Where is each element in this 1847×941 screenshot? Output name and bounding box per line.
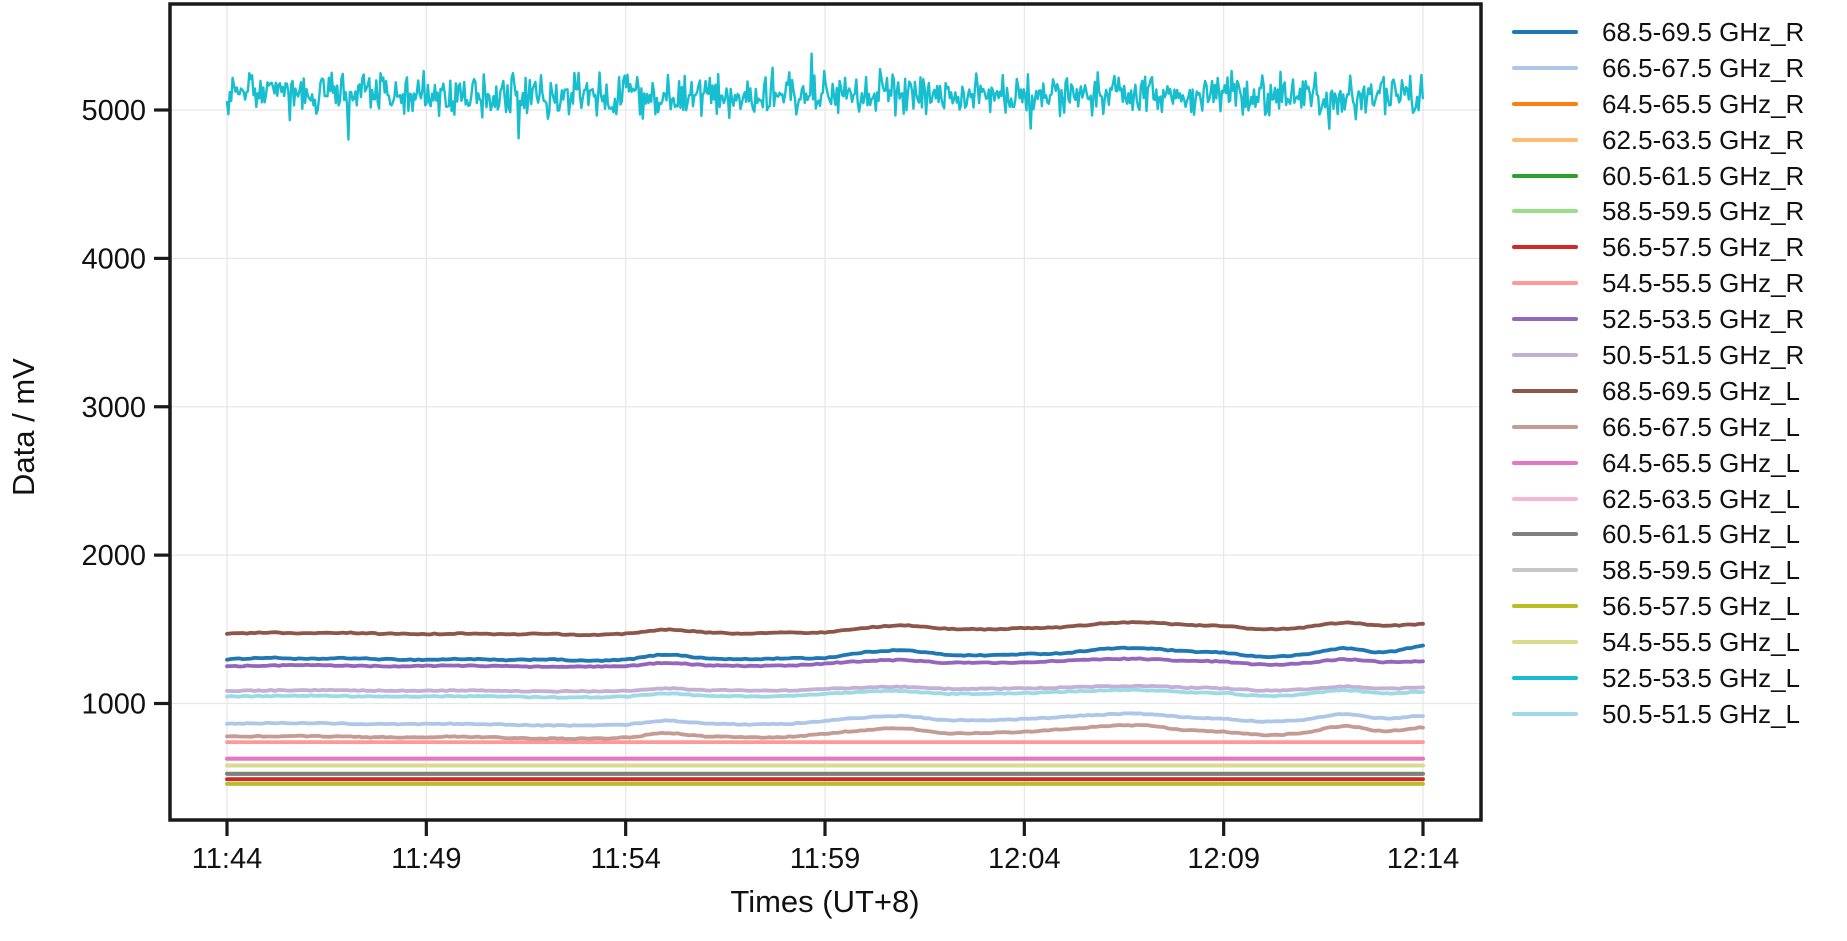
legend-label: 64.5-65.5 GHz_R [1602, 88, 1805, 119]
legend-row: 68.5-69.5 GHz_L [1512, 373, 1847, 409]
legend-row: 58.5-59.5 GHz_R [1512, 193, 1847, 229]
legend-row: 66.5-67.5 GHz_R [1512, 50, 1847, 86]
legend-label: 54.5-55.5 GHz_R [1602, 268, 1805, 299]
series-line-68.5-69.5 GHz_L [225, 620, 1425, 638]
legend-swatch-icon [1512, 496, 1578, 501]
y-tick-label-4000: 4000 [81, 243, 146, 275]
legend-label: 50.5-51.5 GHz_R [1602, 339, 1805, 370]
legend-swatch-icon [1512, 101, 1578, 106]
legend-label: 58.5-59.5 GHz_L [1602, 555, 1801, 586]
legend-label: 60.5-61.5 GHz_R [1602, 160, 1805, 191]
legend-row: 52.5-53.5 GHz_R [1512, 301, 1847, 337]
series-line-52.5-53.5 GHz_L [225, 52, 1424, 141]
y-tick-label-5000: 5000 [81, 95, 146, 127]
legend-row: 66.5-67.5 GHz_L [1512, 409, 1847, 445]
legend-label: 56.5-57.5 GHz_L [1602, 591, 1801, 622]
x-tick-label-11:54: 11:54 [590, 843, 660, 875]
x-tick-label-12:14: 12:14 [1387, 843, 1460, 875]
legend-row: 62.5-63.5 GHz_L [1512, 481, 1847, 517]
legend: 68.5-69.5 GHz_R 66.5-67.5 GHz_R 64.5-65.5 … [1512, 14, 1847, 732]
x-tick-label-11:44: 11:44 [192, 843, 262, 875]
legend-swatch-icon [1512, 29, 1578, 34]
legend-swatch-icon [1512, 604, 1578, 609]
legend-swatch-icon [1512, 281, 1578, 286]
x-axis-label: Times (UT+8) [730, 884, 920, 919]
legend-label: 52.5-53.5 GHz_L [1602, 662, 1801, 693]
legend-label: 60.5-61.5 GHz_L [1602, 519, 1801, 550]
series-line-66.5-67.5 GHz_L [225, 723, 1425, 742]
series-line-50.5-51.5 GHz_L [225, 687, 1425, 700]
legend-label: 68.5-69.5 GHz_L [1602, 375, 1801, 406]
legend-swatch-icon [1512, 532, 1578, 537]
legend-swatch-icon [1512, 675, 1578, 680]
legend-row: 64.5-65.5 GHz_R [1512, 86, 1847, 122]
legend-swatch-icon [1512, 568, 1578, 573]
legend-swatch-icon [1512, 173, 1578, 178]
legend-row: 64.5-65.5 GHz_L [1512, 445, 1847, 481]
y-tick-label-3000: 3000 [81, 392, 146, 424]
legend-row: 60.5-61.5 GHz_R [1512, 158, 1847, 194]
series-line-52.5-53.5 GHz_R [225, 656, 1425, 669]
legend-label: 56.5-57.5 GHz_R [1602, 232, 1805, 263]
legend-row: 50.5-51.5 GHz_R [1512, 337, 1847, 373]
legend-label: 50.5-51.5 GHz_L [1602, 698, 1801, 729]
legend-swatch-icon [1512, 65, 1578, 70]
legend-row: 54.5-55.5 GHz_L [1512, 624, 1847, 660]
series-line-68.5-69.5 GHz_R [225, 643, 1425, 663]
x-tick-label-12:04: 12:04 [988, 843, 1061, 875]
legend-swatch-icon [1512, 640, 1578, 645]
x-tick-label-11:49: 11:49 [391, 843, 461, 875]
legend-label: 52.5-53.5 GHz_R [1602, 304, 1805, 335]
legend-swatch-icon [1512, 317, 1578, 322]
legend-row: 54.5-55.5 GHz_R [1512, 265, 1847, 301]
legend-row: 52.5-53.5 GHz_L [1512, 660, 1847, 696]
legend-swatch-icon [1512, 424, 1578, 429]
series-line-66.5-67.5 GHz_R [225, 711, 1425, 728]
legend-label: 66.5-67.5 GHz_R [1602, 52, 1805, 83]
legend-row: 56.5-57.5 GHz_R [1512, 229, 1847, 265]
legend-label: 62.5-63.5 GHz_R [1602, 124, 1805, 155]
y-tick-label-1000: 1000 [81, 689, 146, 721]
legend-row: 60.5-61.5 GHz_L [1512, 516, 1847, 552]
legend-row: 62.5-63.5 GHz_R [1512, 122, 1847, 158]
x-tick-label-11:59: 11:59 [790, 843, 860, 875]
legend-label: 66.5-67.5 GHz_L [1602, 411, 1801, 442]
legend-label: 58.5-59.5 GHz_R [1602, 196, 1805, 227]
legend-label: 54.5-55.5 GHz_L [1602, 627, 1801, 658]
legend-swatch-icon [1512, 245, 1578, 250]
legend-swatch-icon [1512, 388, 1578, 393]
legend-row: 68.5-69.5 GHz_R [1512, 14, 1847, 50]
legend-swatch-icon [1512, 711, 1578, 716]
legend-row: 56.5-57.5 GHz_L [1512, 588, 1847, 624]
x-tick-label-12:09: 12:09 [1187, 843, 1260, 875]
legend-label: 64.5-65.5 GHz_L [1602, 447, 1801, 478]
legend-row: 50.5-51.5 GHz_L [1512, 696, 1847, 732]
y-axis-label: Data / mV [6, 358, 41, 496]
legend-row: 58.5-59.5 GHz_L [1512, 552, 1847, 588]
legend-swatch-icon [1512, 460, 1578, 465]
legend-swatch-icon [1512, 137, 1578, 142]
legend-swatch-icon [1512, 352, 1578, 357]
legend-swatch-icon [1512, 209, 1578, 214]
legend-label: 68.5-69.5 GHz_R [1602, 16, 1805, 47]
legend-label: 62.5-63.5 GHz_L [1602, 483, 1801, 514]
series-line-50.5-51.5 GHz_R [225, 683, 1425, 694]
y-tick-label-2000: 2000 [81, 540, 146, 572]
